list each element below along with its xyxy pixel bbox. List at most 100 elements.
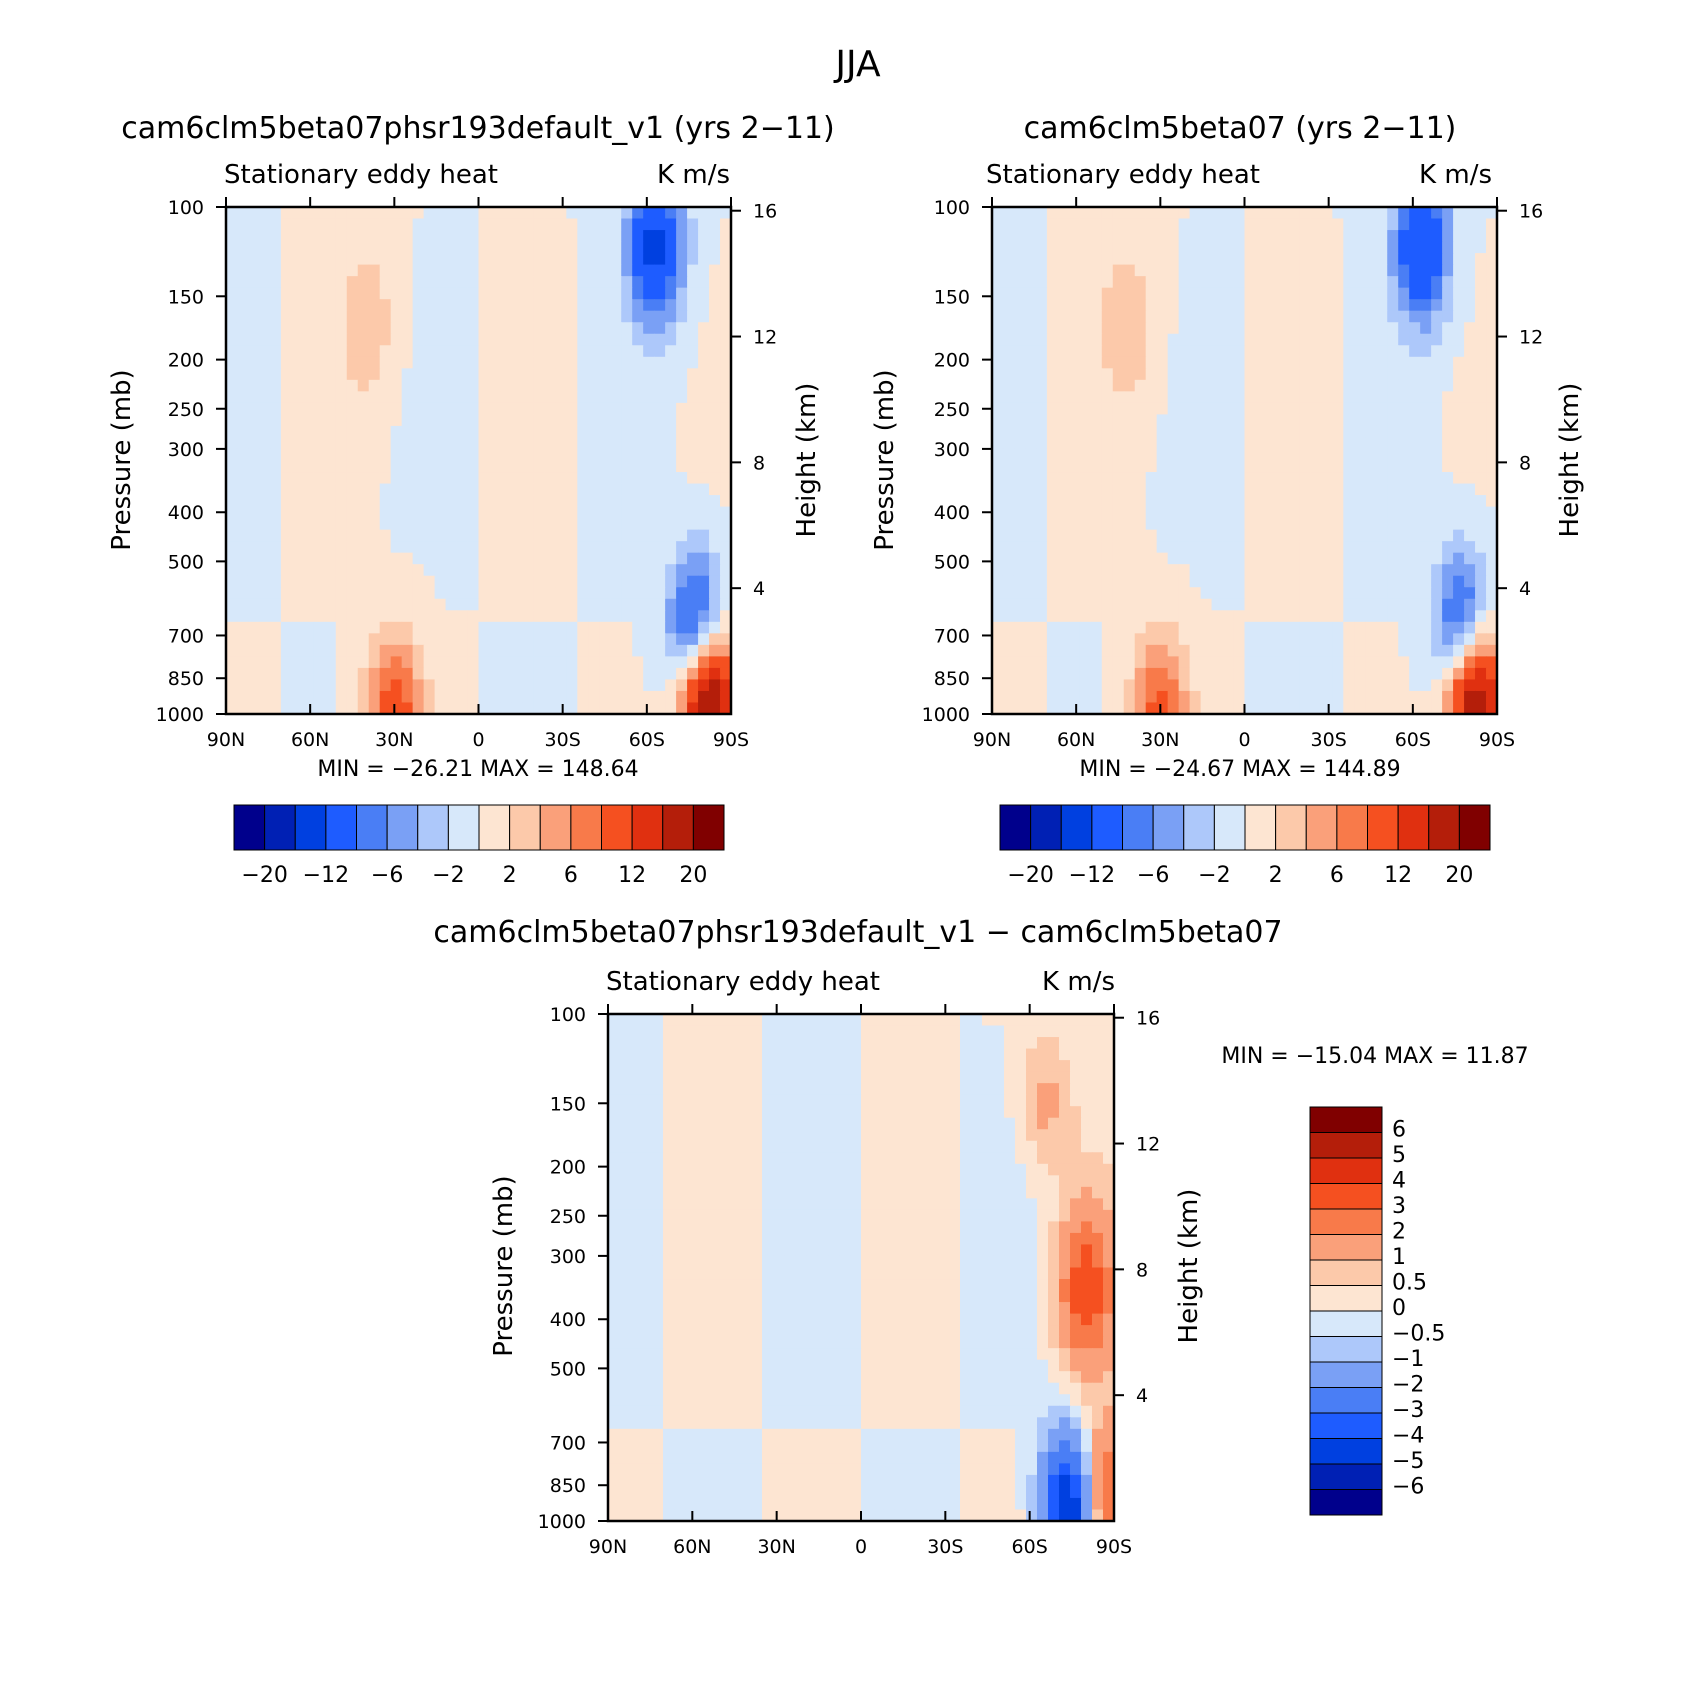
field-cell xyxy=(1026,1106,1038,1119)
field-cell xyxy=(784,1048,796,1061)
field-cell xyxy=(302,541,315,554)
field-cell xyxy=(883,1048,895,1061)
field-cell xyxy=(718,1140,730,1153)
field-cell xyxy=(1354,379,1366,392)
field-cell xyxy=(1092,1025,1104,1038)
field-cell xyxy=(1398,299,1410,312)
field-cell xyxy=(1081,1117,1093,1130)
field-cell xyxy=(718,1117,730,1130)
field-cell xyxy=(588,483,600,496)
field-cell xyxy=(1057,587,1070,600)
field-cell xyxy=(467,552,480,565)
field-cell xyxy=(1409,633,1421,646)
field-cell xyxy=(280,253,293,266)
field-cell xyxy=(1464,402,1476,416)
field-cell xyxy=(1068,437,1081,450)
field-cell xyxy=(1365,460,1377,473)
field-cell xyxy=(687,667,699,681)
field-cell xyxy=(1079,518,1092,531)
field-cell xyxy=(1026,1152,1038,1165)
field-cell xyxy=(949,1140,961,1153)
field-cell xyxy=(1211,667,1224,681)
field-cell xyxy=(1013,644,1026,657)
field-cell xyxy=(1101,264,1114,277)
field-cell xyxy=(247,667,260,681)
field-cell xyxy=(544,575,556,588)
field-cell xyxy=(467,690,480,704)
field-cell xyxy=(1244,264,1257,277)
colorbar-box xyxy=(1152,804,1185,851)
field-cell xyxy=(368,667,381,681)
field-cell xyxy=(1431,402,1443,416)
field-cell xyxy=(390,460,403,473)
field-cell xyxy=(1233,495,1246,508)
field-cell xyxy=(654,667,666,681)
field-cell xyxy=(423,702,436,715)
field-cell xyxy=(619,1117,631,1130)
field-cell xyxy=(993,1071,1005,1084)
field-cell xyxy=(1002,472,1015,485)
field-cell xyxy=(916,1198,928,1211)
field-cell xyxy=(1398,575,1410,588)
field-cell xyxy=(1387,644,1399,657)
field-cell xyxy=(817,1071,829,1084)
field-cell xyxy=(1277,587,1290,600)
field-cell xyxy=(1101,518,1114,531)
field-cell xyxy=(1233,276,1246,289)
field-cell xyxy=(445,207,458,220)
field-cell xyxy=(226,575,238,588)
field-cell xyxy=(1464,322,1476,335)
field-cell xyxy=(1420,575,1432,588)
field-cell xyxy=(1453,587,1465,600)
field-cell xyxy=(1365,345,1377,358)
field-cell xyxy=(687,472,699,485)
field-cell xyxy=(1365,230,1377,243)
field-cell xyxy=(467,368,480,381)
field-cell xyxy=(630,1129,642,1142)
field-cell xyxy=(687,552,699,565)
field-cell xyxy=(1354,391,1366,404)
field-cell xyxy=(346,598,359,611)
field-cell xyxy=(335,679,348,692)
field-cell xyxy=(709,264,721,277)
field-cell xyxy=(839,1083,851,1096)
field-cell xyxy=(401,437,414,450)
field-cell xyxy=(1059,1048,1071,1061)
field-cell xyxy=(916,1140,928,1153)
field-cell xyxy=(1464,633,1476,646)
field-cell xyxy=(1112,356,1125,369)
field-cell xyxy=(247,437,260,450)
field-cell xyxy=(610,667,622,681)
field-cell xyxy=(654,610,666,623)
field-cell xyxy=(839,1129,851,1142)
field-cell xyxy=(665,575,677,588)
field-cell xyxy=(1310,241,1322,254)
field-cell xyxy=(1211,506,1224,519)
field-cell xyxy=(828,1140,840,1153)
field-cell xyxy=(806,1060,818,1073)
field-cell xyxy=(379,529,392,542)
field-cell xyxy=(522,264,534,277)
colorbar-label: 6 xyxy=(564,863,578,888)
field-cell xyxy=(1420,506,1432,519)
field-cell xyxy=(489,552,502,565)
field-cell xyxy=(368,702,381,715)
field-cell xyxy=(1365,644,1377,657)
field-cell xyxy=(511,218,524,231)
field-cell xyxy=(544,276,556,289)
field-cell xyxy=(1123,253,1136,266)
field-cell xyxy=(1486,345,1498,358)
field-cell xyxy=(1409,356,1421,369)
field-cell xyxy=(302,241,315,254)
field-cell xyxy=(1101,276,1114,289)
field-cell xyxy=(740,1175,752,1188)
field-cell xyxy=(1266,276,1279,289)
field-cell xyxy=(544,506,556,519)
field-cell xyxy=(1288,310,1300,323)
field-cell xyxy=(676,253,688,266)
field-cell xyxy=(1398,276,1410,289)
field-cell xyxy=(1167,276,1180,289)
field-cell xyxy=(1222,621,1235,634)
field-cell xyxy=(324,644,337,657)
field-cell xyxy=(379,679,392,692)
